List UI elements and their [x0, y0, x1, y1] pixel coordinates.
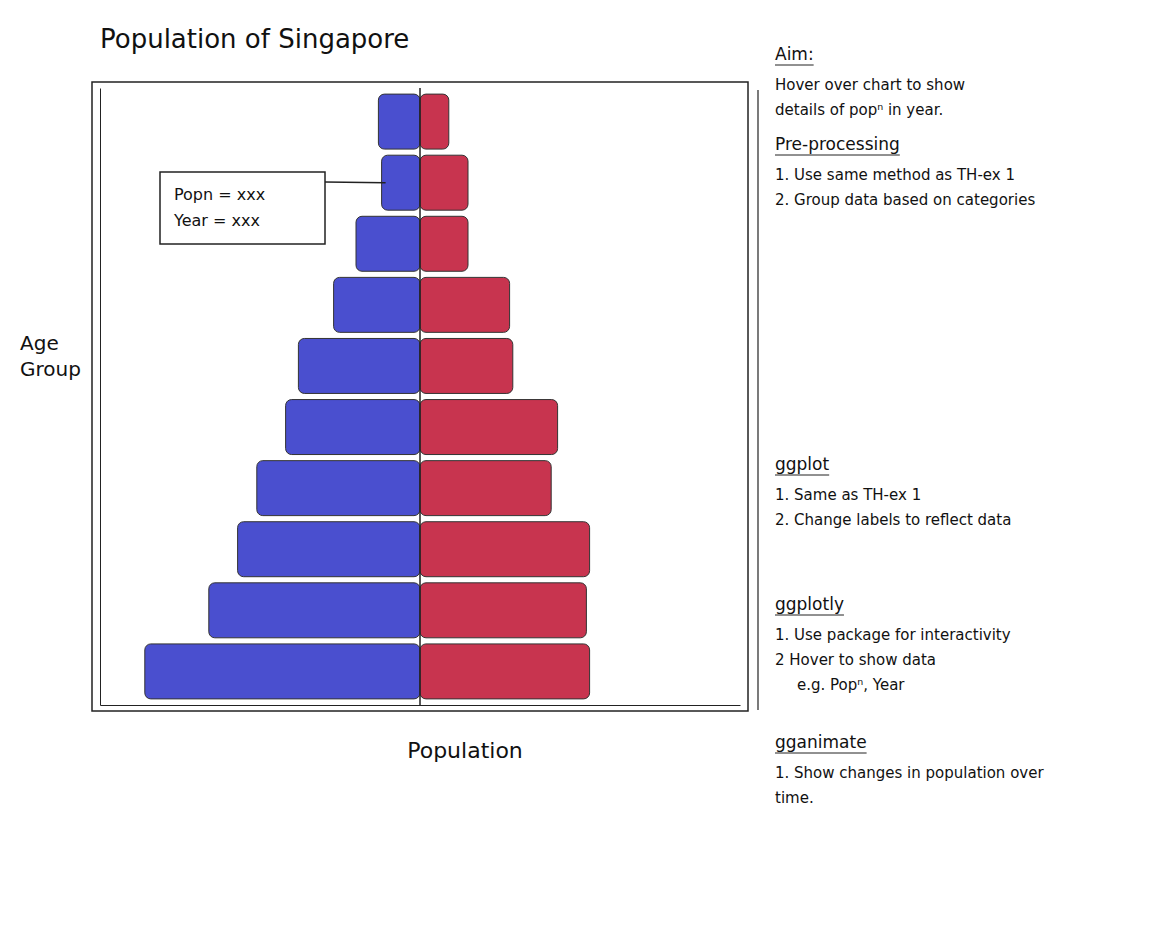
title: Population of Singapore: [100, 24, 409, 54]
y-axis-line: [100, 89, 101, 706]
note-underline: [775, 475, 829, 476]
bar[interactable]: [420, 400, 558, 455]
x-axis: [101, 705, 741, 706]
y-axis: [100, 89, 101, 706]
bar[interactable]: [420, 644, 590, 699]
note-line: 2 Hover to show data: [775, 651, 936, 669]
series: [420, 94, 590, 699]
bar[interactable]: [420, 155, 468, 210]
bar[interactable]: [145, 644, 420, 699]
note-heading: Pre-processing: [775, 134, 900, 154]
note-heading: ggplot: [775, 454, 829, 474]
series: [145, 94, 420, 699]
bar[interactable]: [238, 522, 420, 577]
bar[interactable]: [420, 277, 510, 332]
note-line: details of popⁿ in year.: [775, 101, 943, 119]
bar[interactable]: [420, 461, 551, 516]
tooltip-box: [160, 172, 325, 244]
plot-frame: [92, 82, 748, 711]
bar[interactable]: [420, 94, 449, 149]
bar[interactable]: [420, 216, 468, 271]
note-line: 2. Group data based on categories: [775, 191, 1035, 209]
tooltip-pointer: [325, 181, 386, 183]
note-line: time.: [775, 789, 814, 807]
bar[interactable]: [382, 155, 420, 210]
note-line: e.g. Popⁿ, Year: [797, 676, 905, 694]
tooltip-text: Popn = xxx: [174, 185, 265, 204]
tooltip-text: Year = xxx: [173, 211, 260, 230]
note-line: 1. Use package for interactivity: [775, 626, 1011, 644]
note-line: 1. Use same method as TH-ex 1: [775, 166, 1015, 184]
note-line: Hover over chart to show: [775, 76, 965, 94]
bar[interactable]: [257, 461, 420, 516]
zero-line: [419, 88, 421, 705]
bar[interactable]: [420, 522, 590, 577]
chart: Population of Singapore Population AgeGrou…: [0, 0, 1166, 935]
note-underline: [775, 615, 844, 616]
note-line: 2. Change labels to reflect data: [775, 511, 1011, 529]
note-heading: ggplotly: [775, 594, 844, 614]
note-heading: Aim:: [775, 44, 814, 64]
notes-divider: [757, 90, 758, 710]
bar[interactable]: [420, 583, 586, 638]
note-underline: [775, 155, 900, 156]
x-axis-title: Population: [407, 738, 523, 763]
note-line: 1. Same as TH-ex 1: [775, 486, 921, 504]
note-line: 1. Show changes in population over: [775, 764, 1044, 782]
x-axis-line: [101, 705, 741, 706]
bar[interactable]: [209, 583, 420, 638]
plot-area: [145, 88, 590, 705]
bar[interactable]: [378, 94, 420, 149]
bar[interactable]: [286, 400, 420, 455]
bar[interactable]: [298, 338, 420, 393]
bar[interactable]: [334, 277, 420, 332]
note-underline: [775, 65, 814, 66]
y-axis-title: AgeGroup: [20, 331, 81, 381]
bar[interactable]: [420, 338, 513, 393]
bar[interactable]: [356, 216, 420, 271]
note-underline: [775, 753, 867, 754]
note-heading: gganimate: [775, 732, 867, 752]
